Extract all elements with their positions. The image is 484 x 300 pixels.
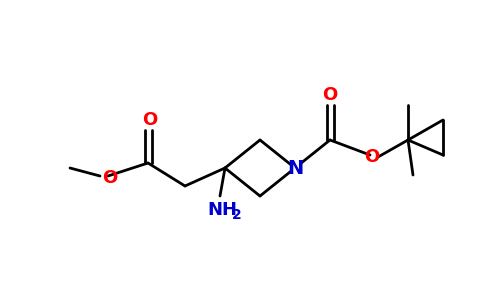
Text: 2: 2 — [232, 208, 242, 222]
Text: O: O — [103, 169, 118, 187]
Text: O: O — [364, 148, 379, 166]
Text: NH: NH — [207, 201, 237, 219]
Text: O: O — [322, 86, 338, 104]
Text: N: N — [287, 158, 303, 178]
Text: O: O — [142, 111, 158, 129]
